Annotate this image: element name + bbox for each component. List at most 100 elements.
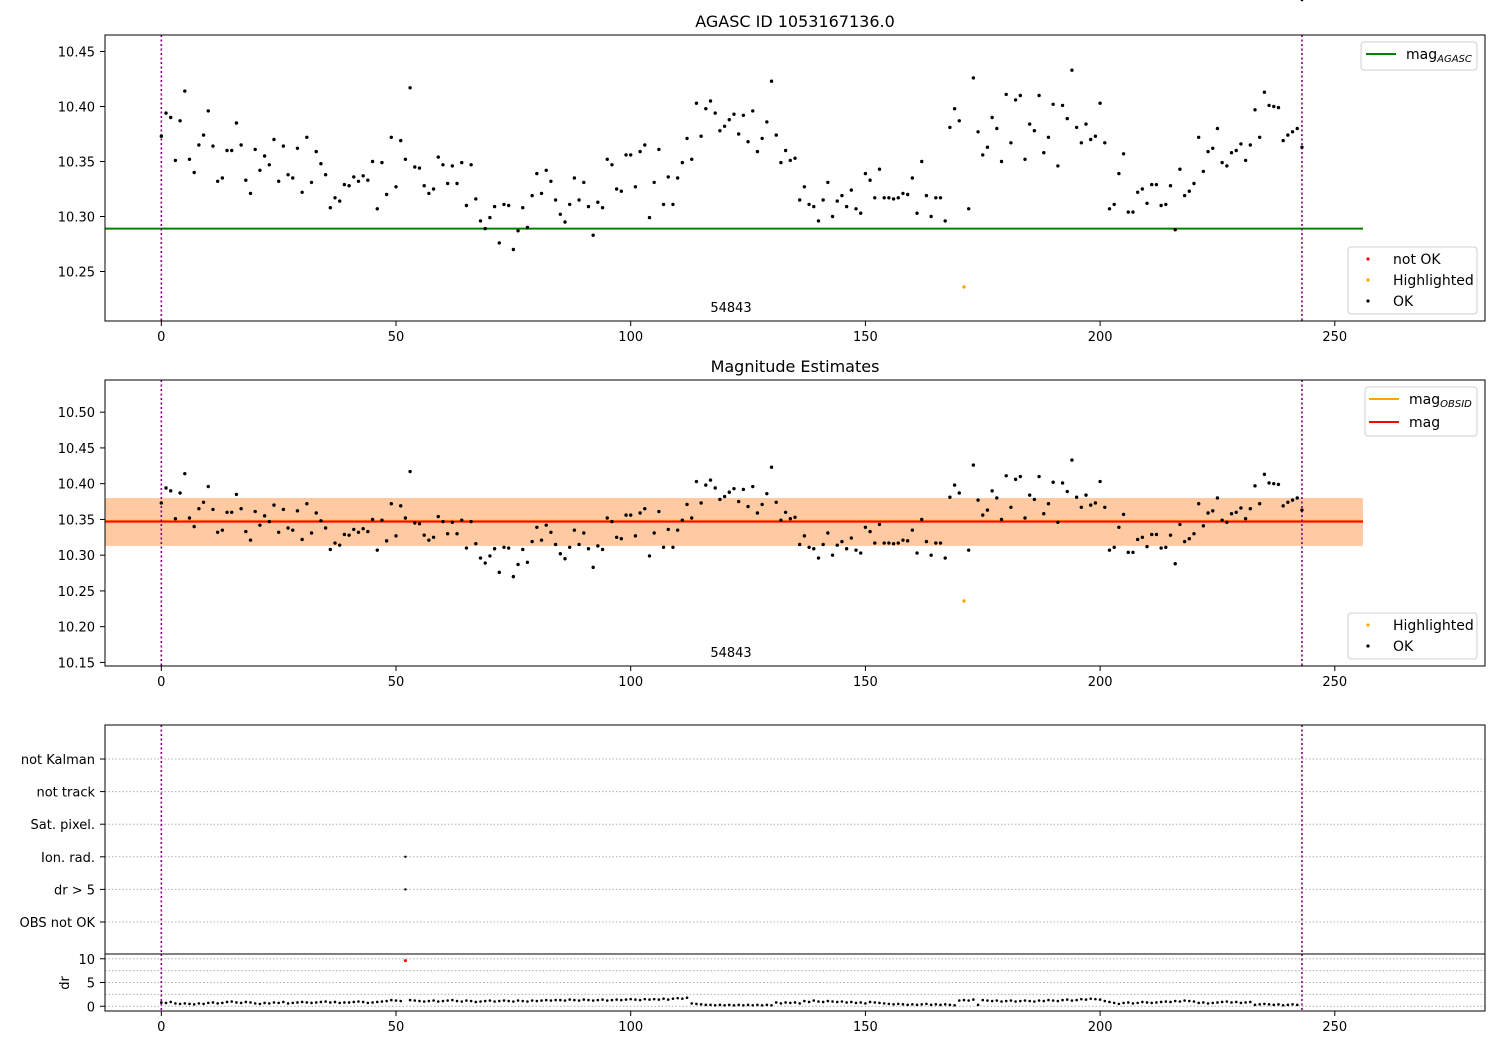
ok-point bbox=[760, 502, 764, 507]
ok-point bbox=[370, 517, 375, 522]
ok-point bbox=[999, 159, 1004, 164]
legend-highlighted-label: Highlighted bbox=[1393, 273, 1474, 289]
ok-point bbox=[751, 109, 755, 113]
ok-point bbox=[1234, 510, 1238, 514]
ok-point bbox=[427, 538, 431, 542]
ok-point bbox=[1084, 493, 1088, 497]
ok-point bbox=[774, 500, 778, 504]
ok-point bbox=[262, 154, 267, 158]
ok-point bbox=[1182, 193, 1187, 198]
dr-point bbox=[460, 1000, 464, 1003]
dr-point bbox=[282, 1000, 285, 1004]
ok-point bbox=[291, 528, 295, 532]
ok-point bbox=[788, 517, 793, 521]
ok-point bbox=[863, 171, 868, 176]
ok-point bbox=[1150, 532, 1154, 537]
dr-point bbox=[793, 1001, 797, 1004]
ok-point bbox=[276, 179, 281, 183]
dr-point bbox=[1145, 1001, 1149, 1004]
dr-point bbox=[1089, 997, 1093, 1000]
dr-point bbox=[845, 1001, 848, 1004]
dr-point bbox=[347, 1001, 351, 1004]
ok-point bbox=[1168, 533, 1173, 537]
dr-point bbox=[1178, 1000, 1182, 1003]
dr-point bbox=[760, 1004, 764, 1007]
ok-point bbox=[539, 191, 544, 196]
panel-2-annotation: 54843 bbox=[710, 646, 751, 661]
dr-point bbox=[1000, 1000, 1003, 1003]
legend-ok-label: OK bbox=[1393, 639, 1414, 655]
ok-point bbox=[1089, 137, 1093, 142]
ok-point bbox=[1027, 493, 1032, 497]
dr-point bbox=[953, 1004, 956, 1007]
ok-point bbox=[258, 168, 262, 172]
ok-point bbox=[1300, 145, 1304, 149]
ok-point bbox=[685, 502, 689, 507]
dr-point bbox=[361, 1000, 365, 1004]
dr-point bbox=[1047, 998, 1050, 1002]
x-tick-label: 100 bbox=[618, 1020, 643, 1035]
ok-point bbox=[1300, 508, 1304, 512]
ok-point bbox=[375, 207, 379, 211]
ok-point bbox=[1145, 544, 1149, 549]
ok-point bbox=[1121, 512, 1126, 517]
dr-point bbox=[244, 1000, 248, 1004]
dr-point bbox=[286, 1002, 290, 1005]
ok-point bbox=[230, 510, 234, 514]
ok-point bbox=[539, 538, 544, 542]
dr-point bbox=[1281, 1004, 1285, 1007]
ok-point bbox=[567, 202, 572, 207]
ok-point bbox=[1140, 535, 1145, 539]
ok-point bbox=[352, 527, 356, 532]
ok-point bbox=[657, 147, 661, 152]
dr-point bbox=[1206, 1002, 1210, 1005]
ok-point bbox=[779, 518, 783, 522]
dr-point bbox=[831, 1000, 834, 1003]
ok-point bbox=[1042, 512, 1046, 516]
dr-point bbox=[709, 1003, 712, 1007]
dr-point bbox=[798, 1002, 801, 1005]
dr-point bbox=[1112, 1001, 1116, 1005]
y-tick-label: 10.50 bbox=[58, 406, 95, 421]
ok-point bbox=[535, 171, 539, 176]
dr-point bbox=[854, 1001, 858, 1005]
dr-point bbox=[183, 1002, 187, 1005]
ok-point bbox=[981, 153, 985, 157]
ok-point bbox=[1042, 151, 1046, 155]
legend-ok-swatch bbox=[1366, 644, 1370, 648]
dr-point bbox=[784, 1001, 787, 1004]
dr-point bbox=[812, 999, 816, 1002]
ok-point bbox=[985, 508, 990, 512]
ok-point bbox=[591, 233, 595, 237]
ok-point bbox=[1023, 157, 1027, 161]
dr-point bbox=[864, 1002, 867, 1005]
ok-point bbox=[483, 226, 487, 231]
ok-point bbox=[920, 517, 924, 522]
ok-point bbox=[797, 542, 802, 547]
ok-point bbox=[159, 134, 164, 138]
ok-point bbox=[807, 202, 811, 207]
ok-point bbox=[1178, 522, 1182, 527]
flag-row-label: not track bbox=[36, 786, 95, 801]
ok-point bbox=[981, 513, 985, 517]
ok-point bbox=[718, 129, 722, 133]
ok-point bbox=[694, 101, 699, 105]
dr-point bbox=[512, 1000, 515, 1003]
dr-point bbox=[239, 1001, 243, 1005]
ok-point bbox=[173, 158, 178, 163]
dr-point bbox=[915, 1003, 919, 1007]
ok-point bbox=[708, 478, 713, 482]
ok-point bbox=[1168, 184, 1173, 188]
panel-1-frame bbox=[104, 34, 1486, 322]
dr-point bbox=[1094, 997, 1097, 1001]
ok-point bbox=[169, 115, 173, 120]
ok-point bbox=[1257, 501, 1262, 506]
dr-point bbox=[1103, 999, 1107, 1003]
ok-point bbox=[722, 494, 727, 499]
dr-point bbox=[901, 1003, 905, 1006]
ok-point bbox=[605, 157, 609, 161]
ok-point bbox=[525, 560, 530, 565]
ok-point bbox=[830, 553, 835, 557]
ok-point bbox=[319, 162, 323, 166]
ok-point bbox=[1051, 480, 1055, 484]
